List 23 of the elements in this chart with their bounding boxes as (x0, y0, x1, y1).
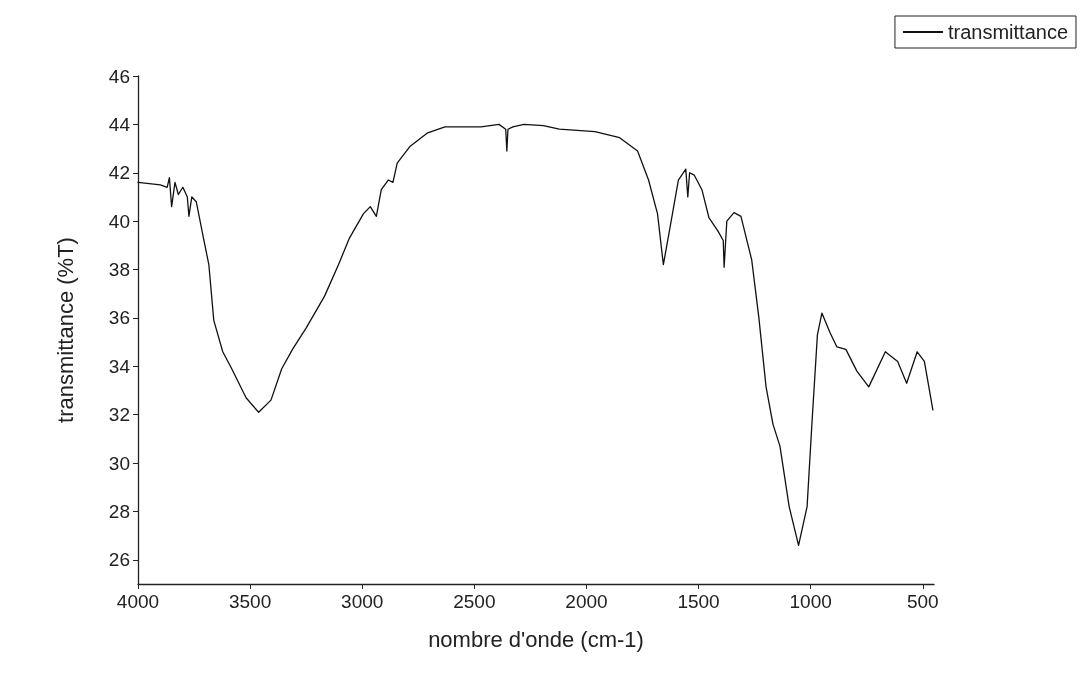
y-tick-label: 28 (108, 500, 130, 522)
y-tick-label: 38 (108, 259, 130, 281)
x-tick-label: 3500 (228, 591, 272, 612)
x-tick-label: 500 (906, 591, 939, 612)
y-tick-label: 42 (108, 162, 130, 184)
y-tick-label: 44 (108, 113, 131, 135)
y-tick-label: 32 (108, 404, 130, 426)
legend-label: transmittance (947, 21, 1069, 43)
y-tick-label: 34 (108, 355, 131, 377)
line-series (137, 123, 934, 546)
x-axis-title: nombre d'onde (cm-1) (428, 626, 644, 652)
x-tick-label: 1000 (789, 591, 832, 612)
x-tick-label: 4000 (116, 591, 160, 612)
y-tick-label: 46 (108, 65, 130, 87)
y-tick-label: 40 (108, 210, 130, 232)
x-tick-label: 3000 (341, 591, 384, 612)
x-tick-label: 1500 (677, 591, 720, 612)
x-tick-label: 2000 (565, 591, 608, 612)
y-axis-title: transmittance (%T) (52, 237, 78, 423)
y-tick-label: 30 (108, 452, 130, 474)
y-tick-label: 26 (108, 549, 130, 571)
x-tick-label: 2500 (453, 591, 496, 612)
y-tick-label: 36 (108, 307, 130, 329)
